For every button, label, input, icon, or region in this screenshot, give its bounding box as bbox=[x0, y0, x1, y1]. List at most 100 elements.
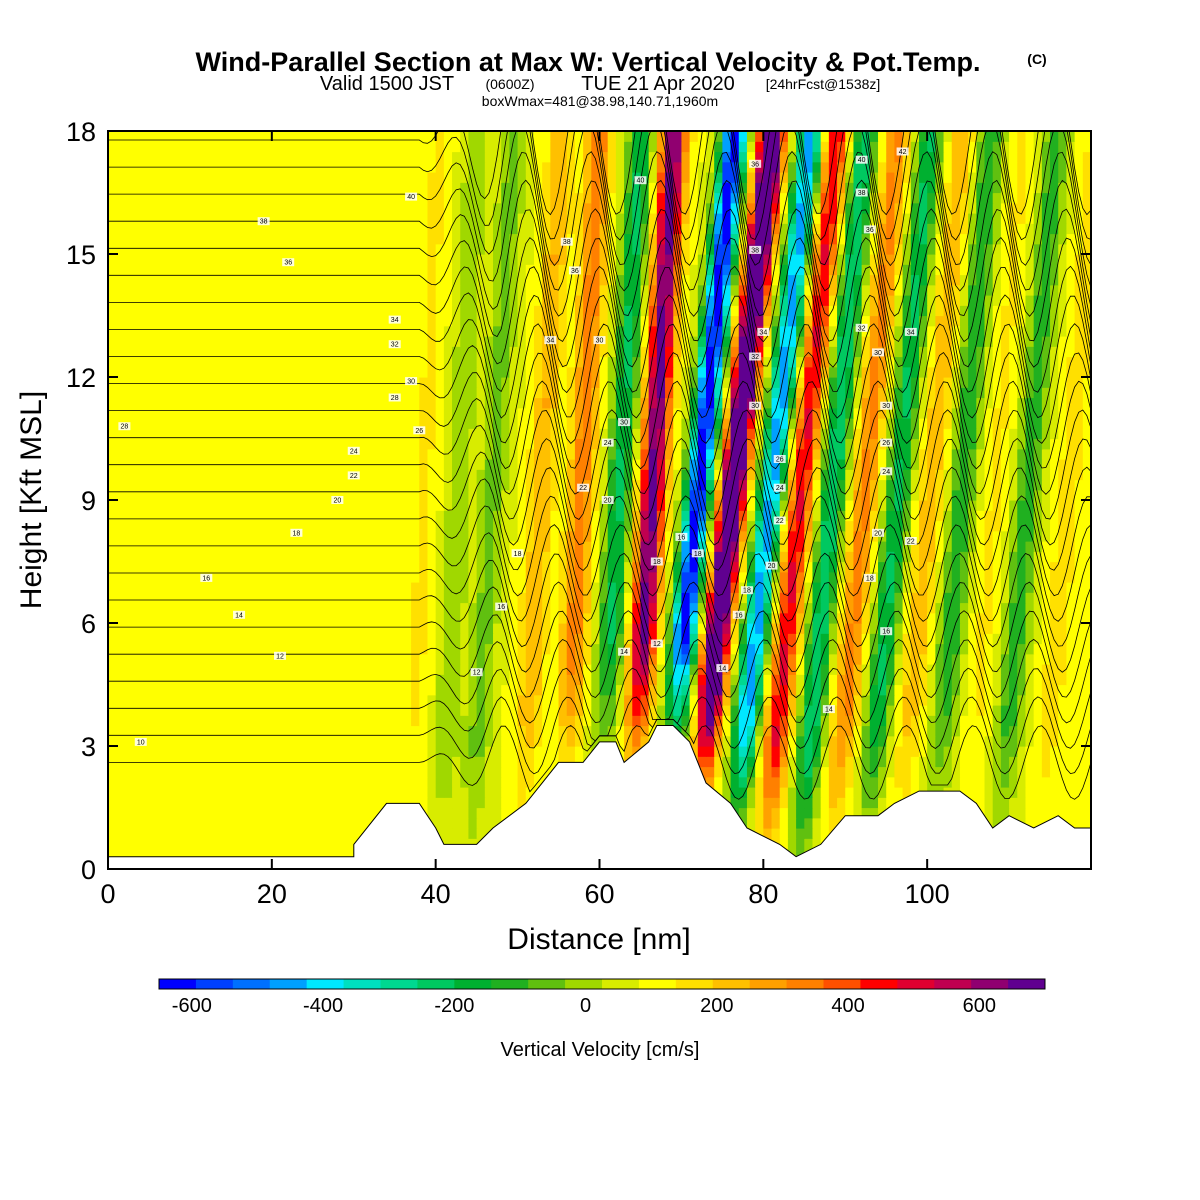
velocity-cell bbox=[837, 602, 846, 614]
velocity-cell bbox=[116, 612, 125, 624]
velocity-cell bbox=[755, 735, 764, 747]
velocity-cell bbox=[435, 582, 445, 593]
velocity-cell bbox=[689, 633, 699, 645]
velocity-cell bbox=[820, 510, 830, 522]
velocity-cell bbox=[386, 643, 396, 655]
velocity-cell bbox=[443, 838, 453, 850]
velocity-cell bbox=[263, 551, 273, 563]
velocity-cell bbox=[1082, 510, 1091, 522]
velocity-cell bbox=[427, 746, 437, 757]
velocity-cell bbox=[714, 643, 723, 655]
velocity-cell bbox=[869, 797, 879, 809]
velocity-cell bbox=[206, 725, 216, 737]
velocity-cell bbox=[689, 592, 699, 604]
velocity-cell bbox=[460, 653, 470, 665]
velocity-cell bbox=[1000, 766, 1010, 778]
velocity-cell bbox=[206, 684, 216, 696]
velocity-cell bbox=[968, 735, 977, 747]
velocity-cell bbox=[812, 735, 822, 747]
velocity-cell bbox=[624, 571, 633, 583]
velocity-cell bbox=[640, 643, 650, 655]
velocity-cell bbox=[763, 756, 773, 768]
velocity-cell bbox=[263, 715, 273, 727]
velocity-cell bbox=[361, 664, 371, 675]
velocity-cell bbox=[525, 756, 535, 768]
velocity-cell bbox=[337, 551, 347, 563]
velocity-cell bbox=[271, 787, 281, 798]
velocity-cell bbox=[533, 551, 543, 563]
velocity-cell bbox=[976, 448, 986, 460]
velocity-cell bbox=[329, 510, 338, 522]
velocity-cell bbox=[599, 561, 609, 573]
velocity-cell bbox=[181, 797, 191, 809]
velocity-cell bbox=[255, 838, 265, 850]
velocity-cell bbox=[542, 725, 551, 737]
velocity-cell bbox=[968, 776, 977, 788]
velocity-cell bbox=[1033, 653, 1043, 665]
velocity-cell bbox=[1058, 469, 1068, 481]
velocity-cell bbox=[263, 520, 273, 532]
velocity-cell bbox=[411, 520, 420, 532]
velocity-cell bbox=[476, 530, 486, 542]
velocity-cell bbox=[861, 797, 871, 809]
velocity-cell bbox=[157, 602, 166, 614]
velocity-cell bbox=[796, 705, 805, 716]
velocity-cell bbox=[361, 797, 371, 809]
velocity-cell bbox=[861, 694, 871, 706]
velocity-cell bbox=[566, 582, 576, 593]
velocity-cell bbox=[673, 643, 683, 655]
velocity-cell bbox=[902, 500, 912, 511]
velocity-cell bbox=[1000, 776, 1010, 788]
velocity-cell bbox=[435, 705, 445, 716]
velocity-cell bbox=[239, 541, 248, 552]
velocity-cell bbox=[435, 489, 445, 501]
velocity-cell bbox=[198, 643, 207, 655]
velocity-cell bbox=[484, 694, 494, 706]
velocity-cell bbox=[116, 705, 125, 716]
velocity-cell bbox=[329, 807, 338, 819]
velocity-cell bbox=[263, 653, 273, 665]
velocity-cell bbox=[157, 674, 166, 686]
velocity-cell bbox=[959, 561, 969, 573]
velocity-cell bbox=[460, 500, 470, 511]
velocity-cell bbox=[1041, 530, 1051, 542]
velocity-cell bbox=[222, 438, 232, 450]
velocity-cell bbox=[116, 479, 125, 491]
velocity-cell bbox=[460, 705, 470, 716]
velocity-cell bbox=[239, 582, 248, 593]
velocity-cell bbox=[1000, 561, 1010, 573]
velocity-cell bbox=[607, 530, 617, 542]
velocity-cell bbox=[132, 817, 142, 829]
velocity-cell bbox=[517, 684, 527, 696]
velocity-cell bbox=[427, 797, 437, 809]
velocity-cell bbox=[730, 674, 740, 686]
velocity-cell bbox=[124, 766, 134, 778]
velocity-cell bbox=[1025, 520, 1035, 532]
velocity-cell bbox=[730, 643, 740, 655]
velocity-cell bbox=[632, 520, 642, 532]
velocity-cell bbox=[124, 489, 134, 501]
velocity-cell bbox=[648, 643, 658, 655]
velocity-cell bbox=[189, 735, 199, 747]
velocity-cell bbox=[304, 602, 314, 614]
velocity-cell bbox=[476, 479, 486, 491]
velocity-cell bbox=[837, 510, 846, 522]
velocity-cell bbox=[173, 633, 183, 645]
velocity-cell bbox=[927, 469, 936, 481]
velocity-cell bbox=[280, 766, 289, 778]
velocity-cell bbox=[959, 643, 969, 655]
velocity-cell bbox=[804, 746, 814, 757]
velocity-cell bbox=[796, 787, 805, 798]
velocity-cell bbox=[263, 817, 273, 829]
velocity-cell bbox=[812, 684, 822, 696]
velocity-cell bbox=[804, 530, 814, 542]
velocity-cell bbox=[828, 653, 838, 665]
velocity-cell bbox=[1041, 643, 1051, 655]
velocity-cell bbox=[632, 612, 642, 624]
velocity-cell bbox=[1058, 448, 1068, 460]
velocity-cell bbox=[361, 489, 371, 501]
velocity-cell bbox=[812, 551, 822, 563]
velocity-cell bbox=[198, 489, 207, 501]
velocity-cell bbox=[804, 571, 814, 583]
velocity-cell bbox=[886, 735, 895, 747]
